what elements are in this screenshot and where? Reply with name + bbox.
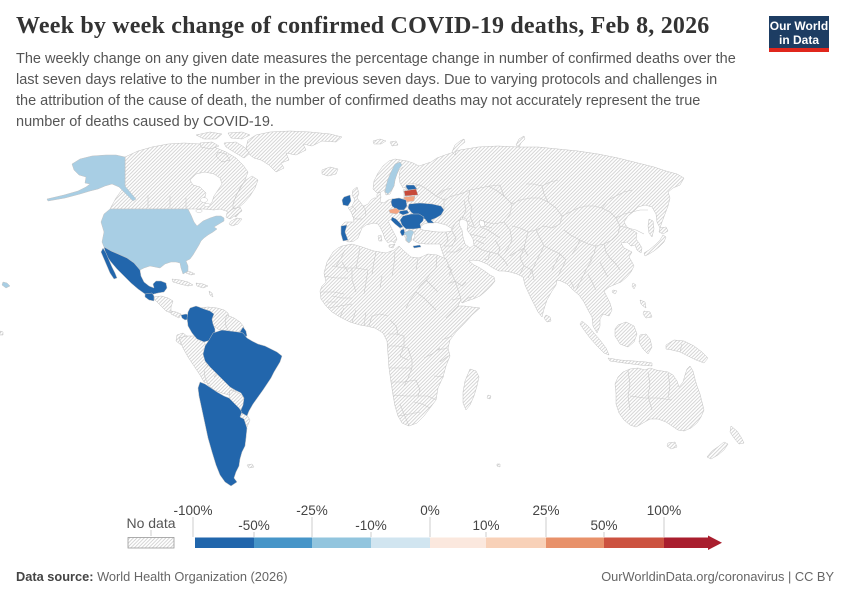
svg-text:-25%: -25% [296, 503, 328, 518]
svg-text:-10%: -10% [355, 518, 387, 533]
svg-text:0%: 0% [420, 503, 440, 518]
svg-text:100%: 100% [647, 503, 682, 518]
svg-text:50%: 50% [590, 518, 617, 533]
svg-text:10%: 10% [472, 518, 499, 533]
svg-text:25%: 25% [532, 503, 559, 518]
svg-text:-50%: -50% [238, 518, 270, 533]
svg-text:-100%: -100% [173, 503, 212, 518]
